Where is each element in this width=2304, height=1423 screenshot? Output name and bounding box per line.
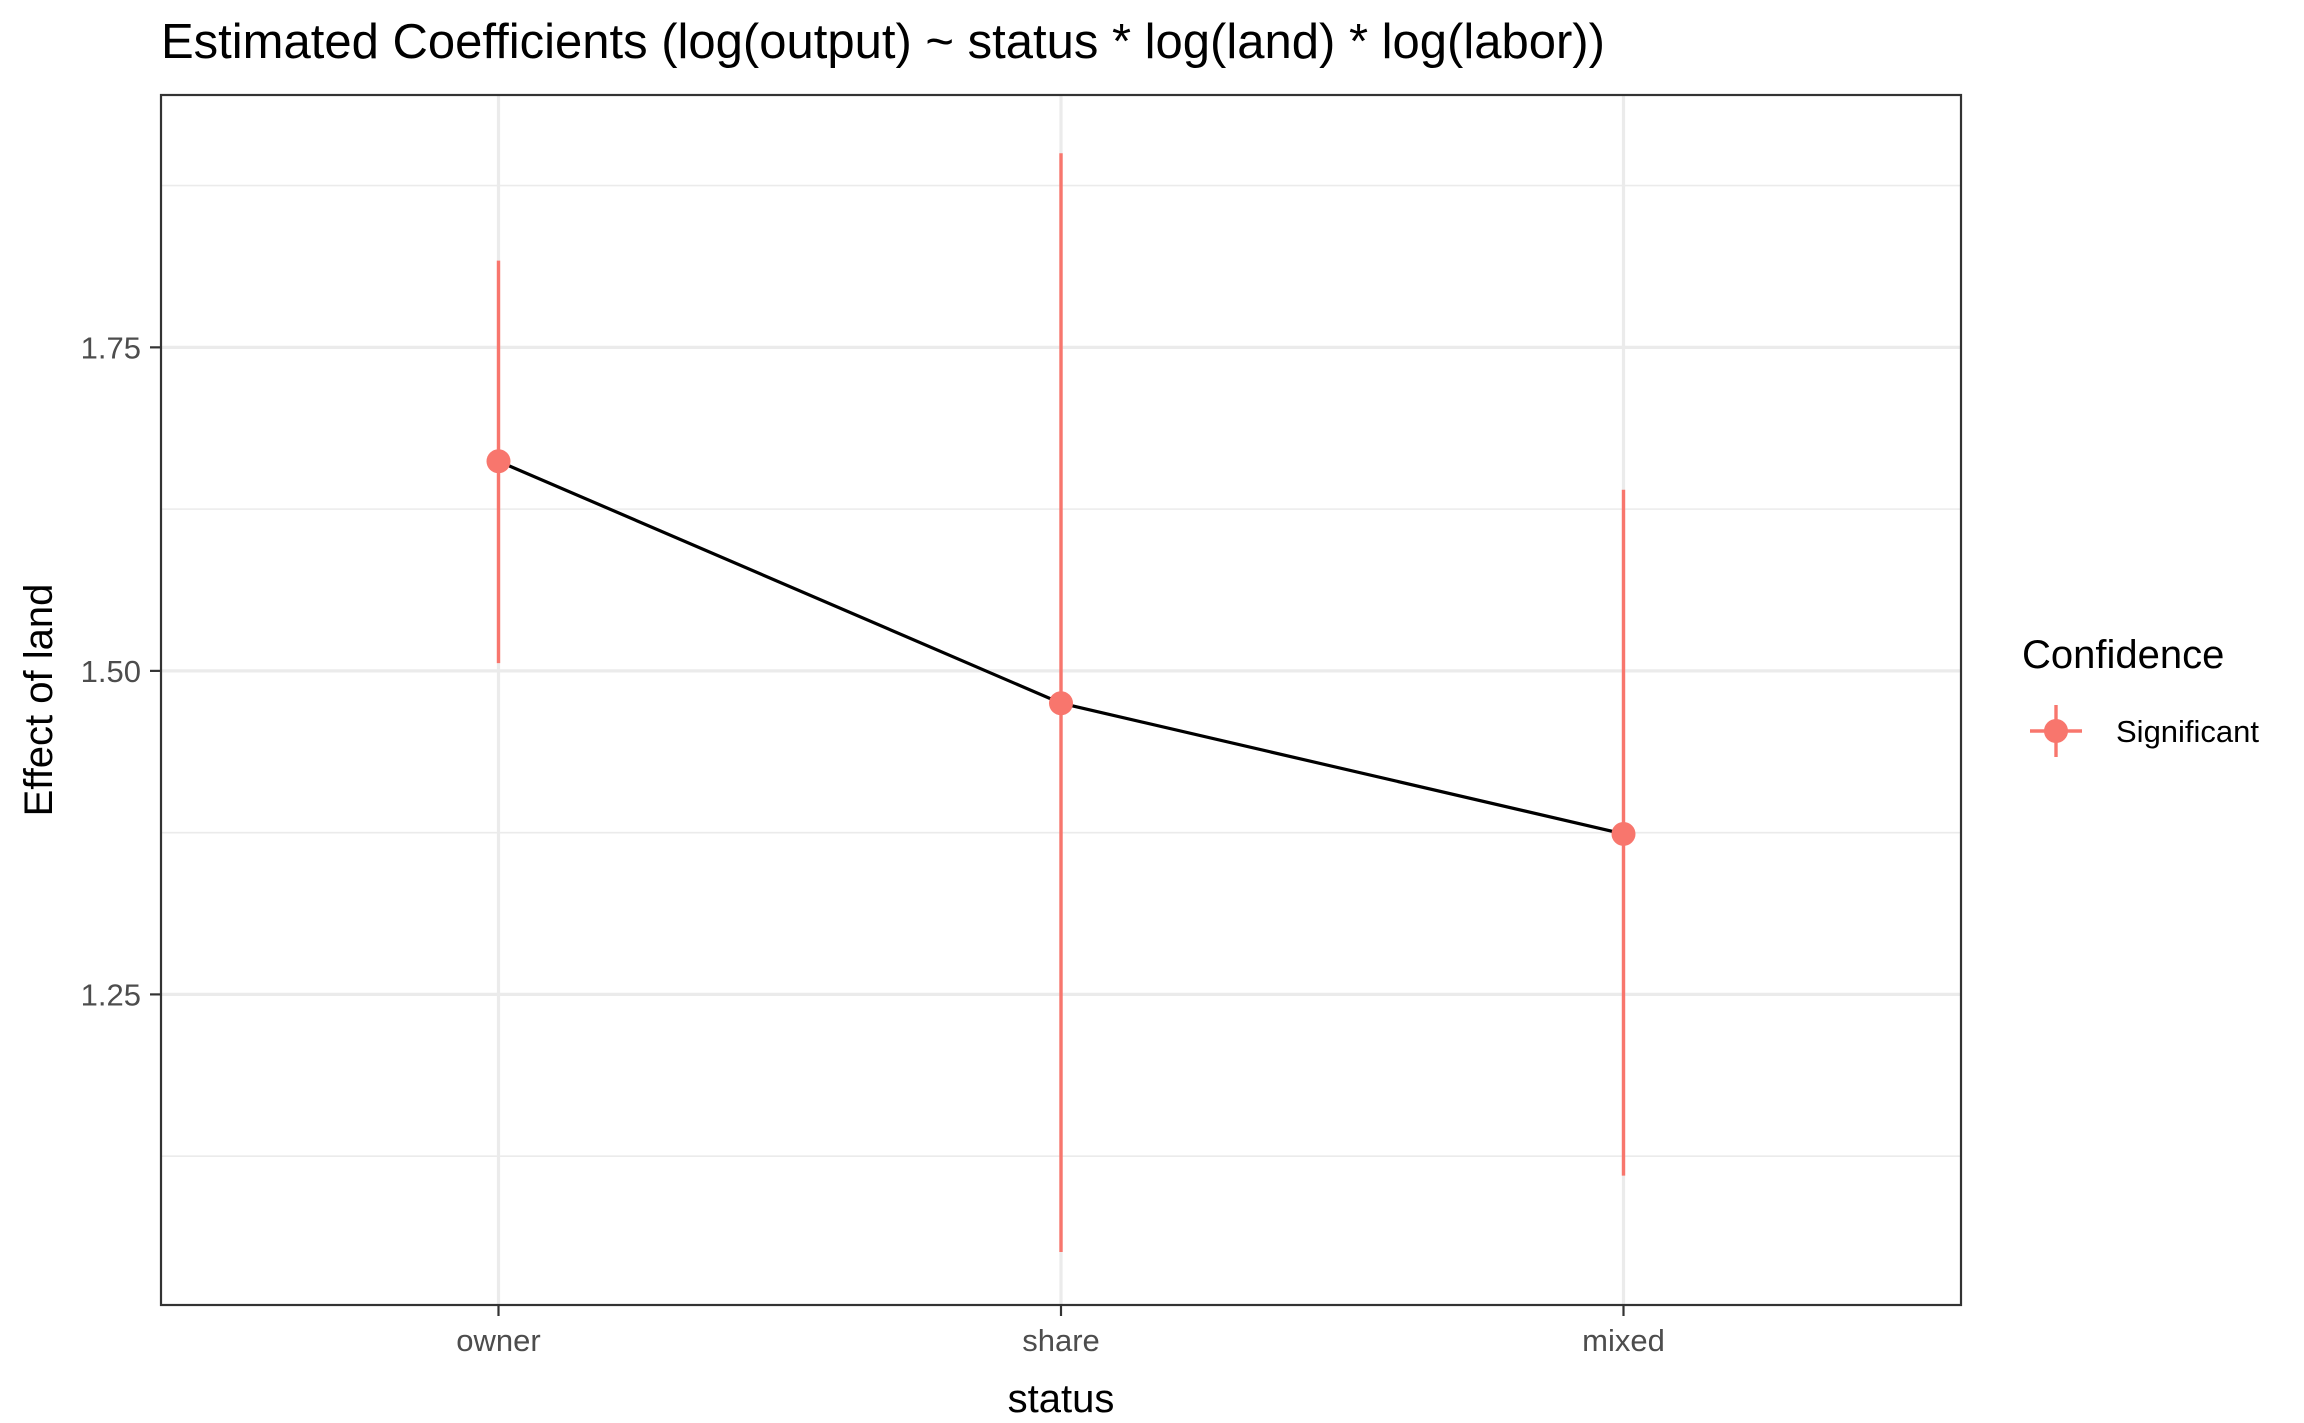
legend-key-point <box>2044 719 2068 743</box>
x-axis: owner share mixed <box>456 1305 1665 1358</box>
y-axis: 1.25 1.50 1.75 <box>81 330 161 1012</box>
estimate-point-mixed <box>1611 821 1636 846</box>
x-tick-label: mixed <box>1582 1323 1665 1358</box>
legend-entries: Significant <box>2030 705 2259 757</box>
y-tick-label: 1.75 <box>81 330 141 365</box>
data-layer <box>486 153 1636 1252</box>
x-tick-label: share <box>1022 1323 1100 1358</box>
estimate-point-owner <box>486 449 511 474</box>
legend-label: Significant <box>2116 714 2259 749</box>
legend: Confidence Significant <box>2022 633 2259 757</box>
x-axis-title: status <box>1008 1377 1115 1421</box>
y-tick-label: 1.50 <box>81 654 141 689</box>
estimate-point-share <box>1049 691 1073 716</box>
legend-title: Confidence <box>2022 633 2224 677</box>
chart-title: Estimated Coefficients (log(output) ~ st… <box>161 15 1605 69</box>
y-axis-title: Effect of land <box>17 584 61 817</box>
x-tick-label: owner <box>456 1323 540 1358</box>
y-tick-label: 1.25 <box>81 977 141 1012</box>
